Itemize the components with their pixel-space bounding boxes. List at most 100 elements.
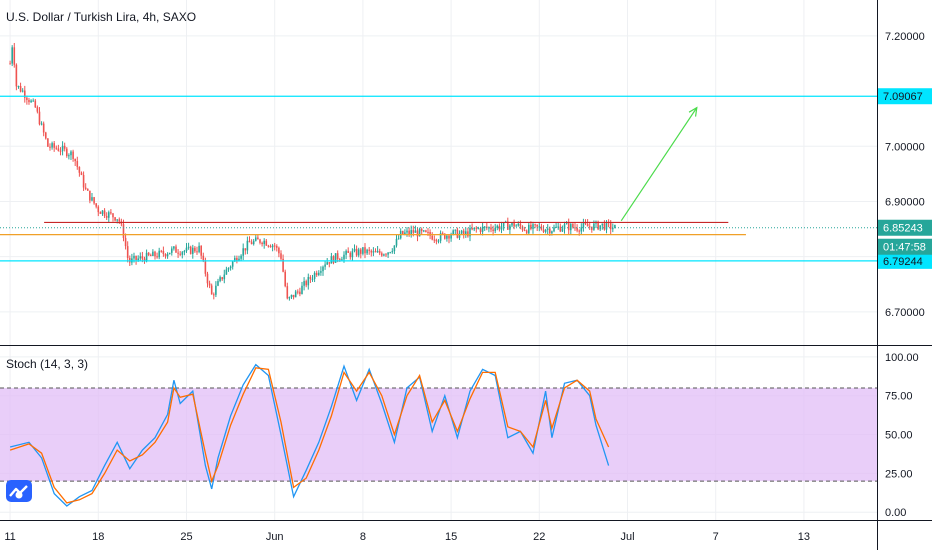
candle <box>591 226 593 230</box>
candle <box>196 251 198 253</box>
candle <box>128 257 131 263</box>
candle <box>74 158 76 162</box>
candle <box>177 252 179 254</box>
candle <box>273 245 276 247</box>
trend-arrow-head <box>688 106 698 117</box>
candle <box>34 100 37 108</box>
stoch-band <box>0 387 877 482</box>
candle <box>509 225 511 230</box>
candle <box>168 252 171 255</box>
candle <box>477 228 480 230</box>
candle <box>215 285 217 295</box>
candle <box>9 63 11 65</box>
candle <box>467 231 469 237</box>
candle <box>181 252 184 255</box>
candle <box>538 226 541 228</box>
candle <box>351 251 354 258</box>
candle <box>28 99 30 103</box>
candle <box>496 225 499 228</box>
candle <box>183 251 186 253</box>
candle <box>227 268 230 270</box>
candle <box>317 272 320 276</box>
tradingview-logo-icon[interactable] <box>6 480 32 502</box>
candle <box>166 254 169 257</box>
candle <box>605 221 608 230</box>
candle <box>609 222 612 230</box>
candle <box>135 255 137 260</box>
candle <box>330 256 333 264</box>
candle <box>139 256 142 259</box>
candle <box>15 64 18 87</box>
time-tick-label: Jul <box>620 531 634 543</box>
candle <box>204 260 207 274</box>
candle <box>546 228 549 230</box>
candle <box>597 221 599 230</box>
candle <box>19 86 22 92</box>
candle <box>185 247 188 252</box>
cyan-line-label-top: 7.09067 <box>883 91 923 103</box>
candle <box>408 230 410 235</box>
candle <box>61 145 64 152</box>
price-tick-label: 6.90000 <box>885 196 925 208</box>
candle <box>141 256 144 259</box>
candle <box>406 230 408 233</box>
candle <box>427 231 429 233</box>
candle <box>105 215 108 218</box>
candle <box>452 230 455 235</box>
price-tick-label: 6.70000 <box>885 307 925 319</box>
candle <box>559 226 562 232</box>
candle <box>160 250 163 252</box>
time-tick-label: 22 <box>533 531 545 543</box>
candle <box>137 258 139 260</box>
candle <box>13 47 16 65</box>
candle <box>152 251 154 256</box>
candle <box>567 223 570 231</box>
candle <box>55 147 58 149</box>
last-price-label-box <box>878 219 932 236</box>
candle <box>523 229 526 231</box>
candle <box>439 233 442 241</box>
candle <box>42 123 45 133</box>
candle <box>469 228 471 237</box>
candle <box>57 148 60 151</box>
stoch-tick-label: 75.00 <box>885 391 913 403</box>
candle <box>380 253 383 256</box>
chart-title: U.S. Dollar / Turkish Lira, 4h, SAXO <box>6 10 197 24</box>
candle <box>563 224 566 229</box>
candle <box>101 210 104 214</box>
candle <box>301 285 303 295</box>
candle <box>601 223 604 226</box>
candle <box>219 277 221 282</box>
time-tick-label: 18 <box>92 531 104 543</box>
candle <box>588 226 591 228</box>
candle <box>122 224 125 238</box>
candle <box>53 143 55 148</box>
candle <box>280 253 282 259</box>
candle <box>299 291 301 295</box>
candle <box>179 253 181 255</box>
stoch-tick-label: 25.00 <box>885 468 913 480</box>
candle <box>80 172 83 175</box>
candle <box>97 206 100 213</box>
candle <box>307 277 310 286</box>
candle <box>313 272 316 279</box>
candle <box>540 226 543 230</box>
candle <box>561 228 564 232</box>
candle <box>435 239 438 242</box>
candle <box>40 123 43 125</box>
candle <box>576 227 578 231</box>
candle <box>420 228 423 232</box>
candle <box>582 223 585 228</box>
candle <box>305 281 307 286</box>
candle <box>265 240 268 246</box>
candle <box>133 255 135 259</box>
candle <box>187 246 190 248</box>
candle <box>483 226 486 228</box>
candle <box>149 255 152 257</box>
candle <box>593 223 595 230</box>
candle <box>23 90 26 98</box>
candle <box>519 223 522 227</box>
candle <box>393 245 396 252</box>
candle <box>481 226 484 232</box>
